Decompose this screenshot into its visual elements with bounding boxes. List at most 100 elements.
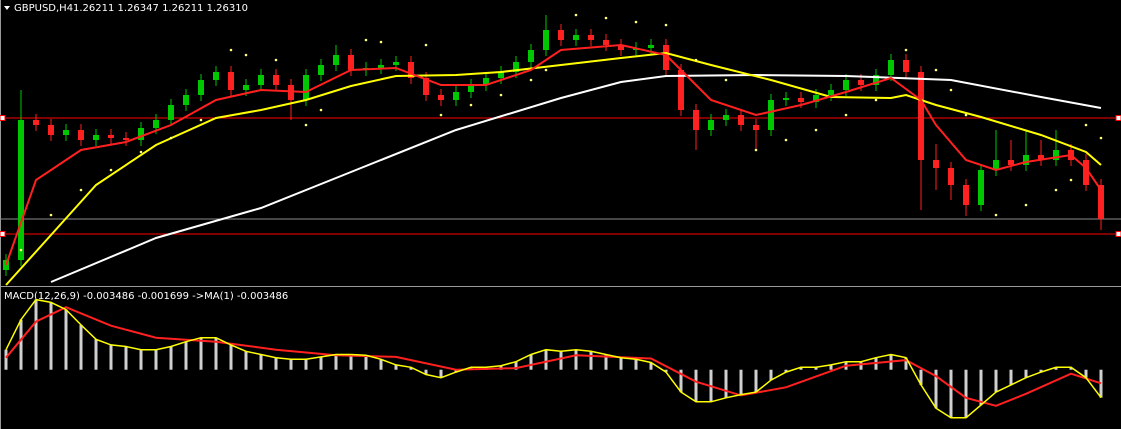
candle-body — [798, 98, 804, 102]
ohlc-text: 1.26211 1.26347 1.26211 1.26310 — [73, 3, 248, 14]
sar-dot — [469, 103, 473, 107]
candle-body — [678, 70, 684, 110]
candle-body — [1083, 160, 1089, 185]
sar-dot — [199, 118, 203, 122]
candle-body — [498, 72, 504, 78]
macd-bar — [49, 302, 53, 370]
price-panel — [0, 13, 1121, 286]
sar-dot — [1024, 203, 1028, 207]
candle-body — [1098, 185, 1104, 219]
macd-bar — [259, 354, 263, 370]
candle-body — [93, 135, 99, 140]
moving-average — [5, 43, 1102, 266]
macd-bar — [409, 367, 413, 370]
level-handle — [1115, 231, 1121, 237]
candle-body — [828, 90, 834, 95]
macd-bar — [694, 369, 698, 402]
macd-bar — [949, 369, 953, 418]
macd-bar — [34, 299, 38, 370]
sar-dot — [964, 113, 968, 117]
candle-body — [813, 95, 819, 102]
macd-bar — [139, 349, 143, 370]
macd-bar — [859, 361, 863, 370]
candle-body — [228, 72, 234, 90]
macd-bar — [529, 354, 533, 370]
menu-arrow[interactable] — [4, 6, 10, 10]
sar-dot — [229, 48, 233, 52]
sar-dot — [319, 108, 323, 112]
sar-dot — [79, 188, 83, 192]
macd-bar — [79, 324, 83, 370]
candle-body — [708, 120, 714, 130]
level-handle — [1115, 115, 1121, 121]
candle-body — [888, 60, 894, 75]
candle-body — [648, 45, 654, 48]
macd-bar — [289, 359, 293, 370]
sar-dot — [439, 113, 443, 117]
sar-dot — [49, 213, 53, 217]
candle-body — [438, 95, 444, 100]
macd-bar — [1084, 369, 1088, 378]
candle-body — [933, 160, 939, 168]
candle-body — [918, 72, 924, 160]
macd-bar — [829, 364, 833, 370]
macd-bar — [979, 369, 983, 405]
macd-panel — [4, 298, 1103, 419]
sar-dot — [424, 43, 428, 47]
candle-body — [123, 138, 129, 140]
candle-body — [183, 95, 189, 105]
macd-bar — [319, 356, 323, 370]
candle-body — [453, 92, 459, 100]
candle-body — [948, 168, 954, 185]
macd-bar — [304, 359, 308, 370]
candle-body — [63, 130, 69, 135]
sar-dot — [304, 123, 308, 127]
macd-bar — [769, 369, 773, 381]
macd-bar — [814, 367, 818, 370]
candle-body — [318, 65, 324, 75]
macd-bar — [919, 369, 923, 385]
candle-body — [333, 55, 339, 65]
sar-dot — [904, 48, 908, 52]
candle-body — [423, 78, 429, 95]
macd-bar — [589, 351, 593, 370]
candle-body — [603, 40, 609, 45]
sar-dot — [574, 13, 578, 17]
candle-body — [558, 30, 564, 40]
macd-bar — [799, 367, 803, 370]
macd-bar — [754, 369, 758, 393]
macd-bar — [784, 369, 788, 373]
candle-body — [348, 55, 354, 70]
macd-bar — [619, 357, 623, 370]
candle-body — [138, 128, 144, 140]
sar-dot — [499, 93, 503, 97]
level-handle — [0, 231, 6, 237]
macd-bar — [1054, 367, 1058, 370]
macd-bar — [4, 349, 8, 370]
sar-dot — [724, 78, 728, 82]
macd-bar — [334, 354, 338, 370]
candle-body — [693, 110, 699, 130]
macd-bar — [124, 346, 128, 370]
sar-dot — [364, 38, 368, 42]
candle-body — [78, 130, 84, 140]
candle-body — [243, 85, 249, 90]
candle-body — [663, 45, 669, 70]
candle-body — [258, 75, 264, 85]
macd-bar — [454, 369, 458, 373]
sar-dot — [754, 148, 758, 152]
candle-body — [783, 98, 789, 100]
sar-dot — [19, 248, 23, 252]
macd-bar — [199, 337, 203, 370]
candle-body — [573, 35, 579, 40]
candle-body — [963, 185, 969, 205]
candle-body — [588, 35, 594, 40]
macd-bar — [274, 357, 278, 370]
candle-body — [543, 30, 549, 50]
sar-dot — [1069, 178, 1073, 182]
sar-dot — [784, 138, 788, 142]
sar-dot — [844, 113, 848, 117]
sar-dot — [169, 136, 173, 140]
macd-bar — [64, 309, 68, 370]
sar-dot — [379, 40, 383, 44]
